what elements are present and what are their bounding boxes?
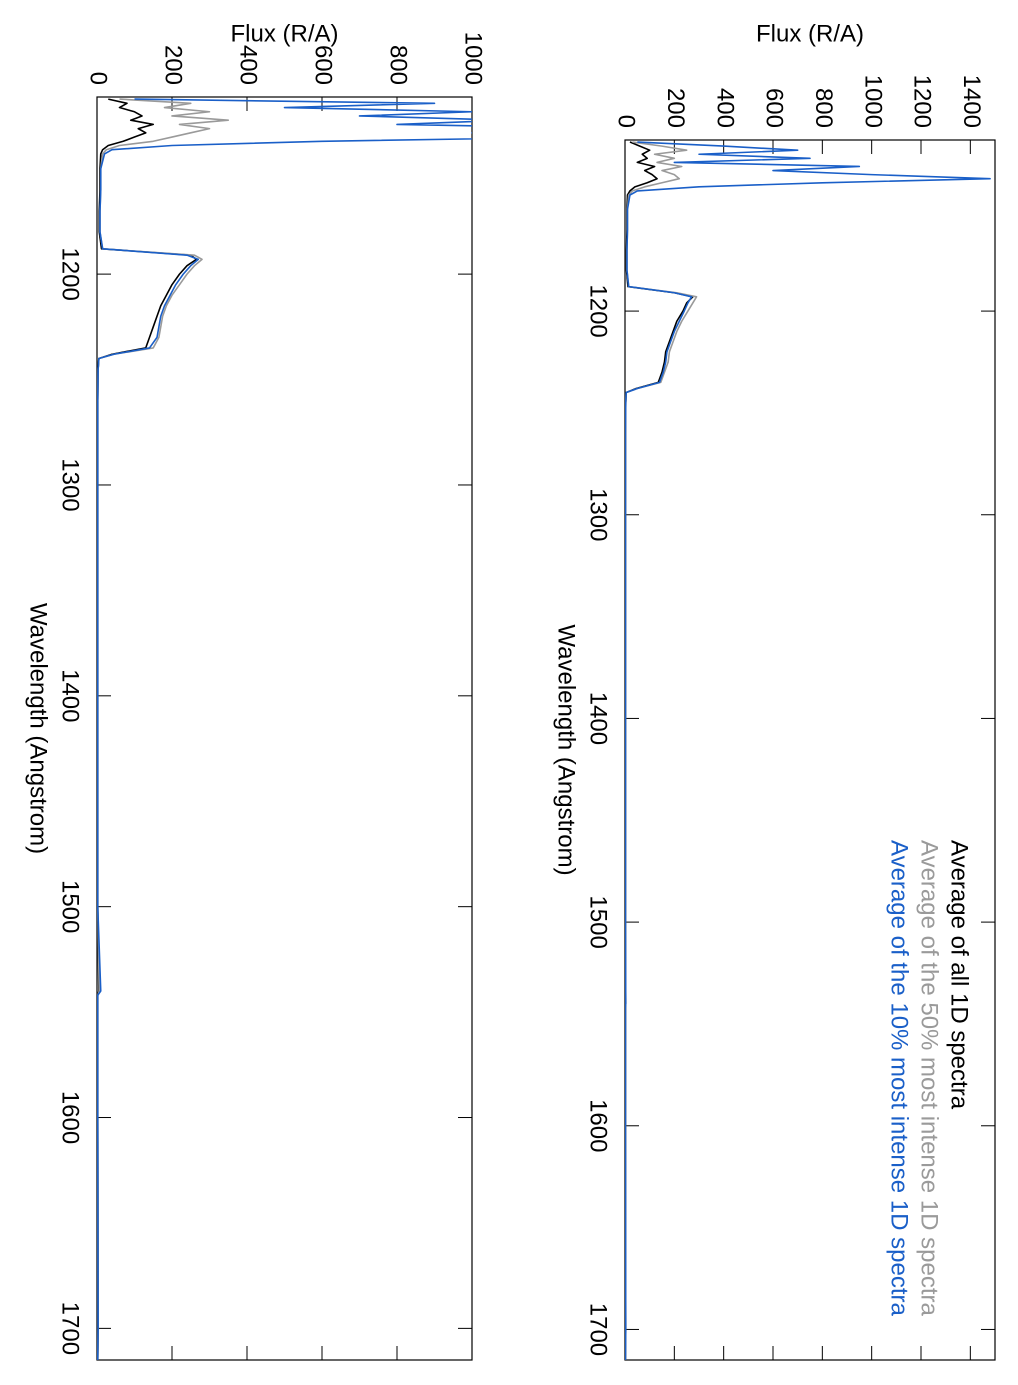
x-axis-label: Wavelength (Angstrom) bbox=[553, 624, 580, 875]
y-tick-label: 200 bbox=[160, 45, 187, 85]
y-tick-label: 0 bbox=[85, 72, 112, 85]
series-line bbox=[625, 141, 698, 1360]
legend-entry: Average of the 50% most intense 1D spect… bbox=[916, 840, 943, 1316]
x-tick-label: 1500 bbox=[585, 895, 612, 948]
x-axis-label: Wavelength (Angstrom) bbox=[25, 603, 52, 854]
y-tick-label: 0 bbox=[613, 115, 640, 128]
panel: 1200 1300 1400 1500 1600 1700 0 200 400 600 800 100… bbox=[25, 20, 487, 1361]
y-tick-label: 200 bbox=[662, 88, 689, 128]
y-axis-label: Flux (R/A) bbox=[756, 20, 864, 47]
y-tick-label: 400 bbox=[711, 88, 738, 128]
x-tick-label: 1700 bbox=[585, 1303, 612, 1356]
x-tick-label: 1400 bbox=[57, 669, 84, 722]
series-line bbox=[97, 98, 198, 1360]
x-tick-label: 1300 bbox=[585, 488, 612, 541]
series-line bbox=[625, 141, 694, 1360]
x-tick-label: 1400 bbox=[585, 692, 612, 745]
series-line bbox=[97, 98, 230, 1360]
y-tick-label: 1000 bbox=[460, 32, 487, 85]
y-tick-label: 1400 bbox=[958, 75, 985, 128]
legend-entry: Average of all 1D spectra bbox=[946, 840, 973, 1110]
x-tick-label: 1200 bbox=[585, 284, 612, 337]
y-tick-label: 400 bbox=[235, 45, 262, 85]
y-tick-label: 800 bbox=[810, 88, 837, 128]
plot-frame bbox=[96, 96, 473, 1361]
x-tick-label: 1600 bbox=[585, 1099, 612, 1152]
x-tick-label: 1200 bbox=[57, 247, 84, 300]
y-tick-label: 1000 bbox=[859, 75, 886, 128]
y-tick-label: 1200 bbox=[909, 75, 936, 128]
y-tick-label: 600 bbox=[310, 45, 337, 85]
series-line bbox=[625, 141, 991, 1360]
x-tick-label: 1500 bbox=[57, 880, 84, 933]
y-tick-label: 800 bbox=[385, 45, 412, 85]
rotated-figure: 1200 1300 1400 1500 1600 1700 0 200 400 600 800 100… bbox=[25, 20, 996, 1361]
x-tick-label: 1600 bbox=[57, 1091, 84, 1144]
x-tick-label: 1700 bbox=[57, 1302, 84, 1355]
series-line bbox=[97, 98, 472, 1360]
legend-entry: Average of the 10% most intense 1D spect… bbox=[886, 840, 913, 1316]
y-axis-label: Flux (R/A) bbox=[231, 20, 339, 47]
x-tick-label: 1300 bbox=[57, 458, 84, 511]
panel: 1200 1300 1400 1500 1600 1700 0 200 400 600 800 100… bbox=[553, 20, 996, 1361]
y-tick-label: 600 bbox=[761, 88, 788, 128]
